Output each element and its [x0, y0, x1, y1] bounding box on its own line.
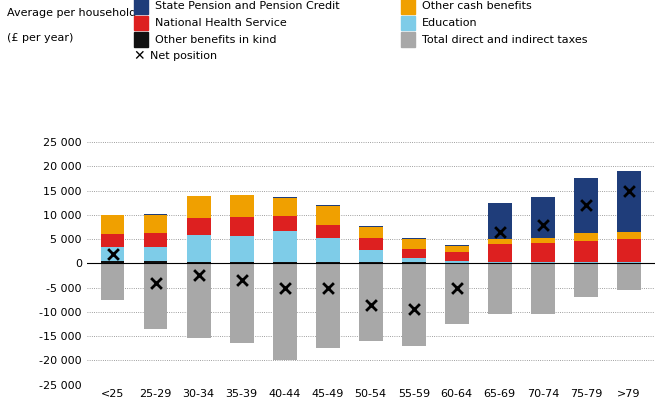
Bar	[617, 232, 641, 239]
Bar	[488, 203, 512, 239]
Bar	[101, 263, 124, 300]
Bar	[316, 263, 339, 348]
Bar	[445, 246, 468, 252]
Bar	[574, 263, 598, 297]
Text: Education: Education	[422, 18, 478, 28]
Bar	[445, 245, 468, 246]
Point	[452, 284, 462, 291]
Point	[580, 202, 591, 209]
Point	[236, 277, 247, 284]
Bar	[230, 196, 254, 217]
Point	[408, 306, 419, 313]
Bar	[144, 233, 168, 247]
Bar	[187, 262, 210, 263]
Bar	[402, 238, 426, 239]
Point	[365, 301, 376, 308]
Bar	[101, 215, 124, 234]
Text: ✕: ✕	[134, 49, 145, 64]
Bar	[445, 252, 468, 261]
Bar	[187, 218, 210, 235]
Bar	[488, 263, 512, 314]
Bar	[488, 244, 512, 263]
Bar	[273, 197, 297, 198]
Bar	[230, 217, 254, 236]
Bar	[402, 258, 426, 263]
Bar	[144, 215, 168, 233]
Bar	[101, 261, 124, 263]
Bar	[359, 263, 383, 341]
Bar	[445, 261, 468, 263]
Bar	[617, 263, 641, 290]
Bar	[273, 216, 297, 231]
Text: Other benefits in kind: Other benefits in kind	[155, 35, 277, 45]
Text: Other cash benefits: Other cash benefits	[422, 1, 532, 11]
Bar	[402, 239, 426, 249]
Text: (£ per year): (£ per year)	[7, 33, 73, 43]
Bar	[187, 263, 210, 339]
Bar	[531, 197, 554, 238]
Text: National Health Service: National Health Service	[155, 18, 287, 28]
Bar	[101, 247, 124, 261]
Point	[494, 229, 505, 235]
Bar	[574, 240, 598, 263]
Bar	[144, 214, 168, 215]
Bar	[316, 238, 339, 263]
Bar	[273, 231, 297, 263]
Text: State Pension and Pension Credit: State Pension and Pension Credit	[155, 1, 339, 11]
Bar	[488, 239, 512, 244]
Bar	[617, 239, 641, 263]
Bar	[574, 233, 598, 240]
Bar	[101, 234, 124, 247]
Bar	[316, 224, 339, 238]
Bar	[402, 263, 426, 346]
Bar	[359, 238, 383, 250]
Bar	[187, 196, 210, 218]
Bar	[359, 227, 383, 238]
Point	[150, 279, 161, 286]
Bar	[531, 238, 554, 243]
Bar	[316, 205, 339, 206]
Point	[623, 187, 634, 194]
Text: Average per household: Average per household	[7, 8, 136, 18]
Point	[279, 284, 290, 291]
Bar	[273, 198, 297, 216]
Bar	[273, 263, 297, 360]
Text: Net position: Net position	[150, 51, 217, 61]
Point	[323, 284, 333, 291]
Bar	[359, 250, 383, 263]
Bar	[144, 263, 168, 329]
Bar	[445, 263, 468, 324]
Bar	[531, 263, 554, 314]
Bar	[617, 171, 641, 232]
Bar	[144, 247, 168, 261]
Bar	[187, 235, 210, 262]
Bar	[402, 249, 426, 258]
Bar	[574, 178, 598, 233]
Point	[538, 221, 548, 228]
Bar	[316, 206, 339, 224]
Bar	[144, 261, 168, 263]
Text: Total direct and indirect taxes: Total direct and indirect taxes	[422, 35, 588, 45]
Bar	[531, 243, 554, 263]
Point	[108, 250, 118, 257]
Bar	[230, 263, 254, 343]
Bar	[230, 236, 254, 263]
Point	[193, 272, 204, 279]
